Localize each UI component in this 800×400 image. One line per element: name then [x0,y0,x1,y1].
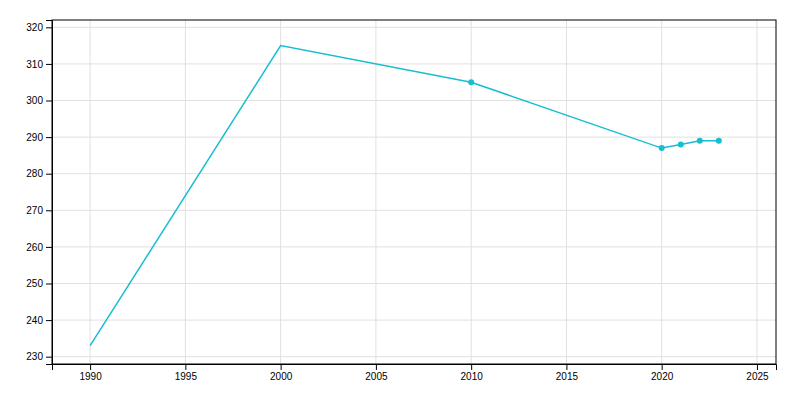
axis-line [53,365,777,371]
tick: 2025 [746,364,769,382]
grid-line [52,210,776,211]
tick: 1990 [79,364,102,382]
tick-mark [90,364,91,370]
plot: 1990 1995 2000 2005 2010 2015 2020 2025 230 240 25… [26,20,776,382]
grid-line [185,20,186,364]
line [471,82,719,148]
tick: 2005 [365,364,388,382]
tick-label: 2005 [365,371,388,382]
tick-mark [46,210,52,211]
tick-mark [46,283,52,284]
grid-line [52,283,776,284]
tick-label: 270 [26,205,43,216]
tick: 240 [26,315,52,326]
tick-label: 230 [26,351,43,362]
tick: 2000 [270,364,293,382]
x-axis: 1990 1995 2000 2005 2010 2015 2020 2025 [53,364,777,382]
grid-line [52,137,776,138]
tick-label: 2020 [651,371,674,382]
marker [697,138,703,144]
tick-label: 320 [26,22,43,33]
chart: 1990 1995 2000 2005 2010 2015 2020 2025 230 240 25… [0,0,800,400]
tick: 1995 [175,364,198,382]
tick-mark [46,101,52,102]
tick: 2010 [461,364,484,382]
tick-mark [471,364,472,370]
marks [90,46,722,346]
tick: 310 [26,59,52,70]
tick-mark [185,364,186,370]
tick-mark [757,364,758,370]
grid-line [375,20,376,364]
line [90,46,471,346]
tick-label: 2015 [556,371,579,382]
tick: 270 [26,205,52,216]
grid-line [52,173,776,174]
tick-mark [46,137,52,138]
tick-label: 310 [26,59,43,70]
tick-label: 2010 [461,371,484,382]
grid-line [566,20,567,364]
tick-label: 240 [26,315,43,326]
tick: 290 [26,132,52,143]
grid-line [90,20,91,364]
marker [678,141,684,147]
tick-label: 2025 [746,371,769,382]
tick-mark [46,320,52,321]
tick: 260 [26,242,52,253]
tick-mark [662,364,663,370]
tick-mark [281,364,282,370]
grid [52,20,776,364]
tick: 320 [26,22,52,33]
tick-mark [566,364,567,370]
grid-line [661,20,662,364]
grid-line [52,63,776,64]
tick-label: 260 [26,242,43,253]
grid-line [52,356,776,357]
tick: 2020 [651,364,674,382]
grid-line [52,100,776,101]
grid-line [52,320,776,321]
tick: 300 [26,95,52,106]
tick-label: 1990 [79,371,102,382]
tick-label: 290 [26,132,43,143]
tick-label: 1995 [175,371,198,382]
plot-frame [52,20,776,364]
tick: 250 [26,278,52,289]
y-axis: 230 240 250 260 270 280 290 300 310 320 [26,21,52,365]
tick: 230 [26,351,52,362]
grid-line [52,27,776,28]
tick: 280 [26,168,52,179]
tick-label: 250 [26,278,43,289]
tick-mark [46,357,52,358]
tick-mark [376,364,377,370]
tick: 2015 [556,364,579,382]
grid-line [280,20,281,364]
grid-line [756,20,757,364]
grid-line [52,246,776,247]
marker [468,79,474,85]
tick-mark [46,174,52,175]
marker [716,138,722,144]
tick-label: 300 [26,95,43,106]
tick-mark [46,247,52,248]
tick-mark [46,64,52,65]
tick-label: 280 [26,168,43,179]
marker [659,145,665,151]
grid-line [471,20,472,364]
tick-label: 2000 [270,371,293,382]
tick-mark [46,27,52,28]
